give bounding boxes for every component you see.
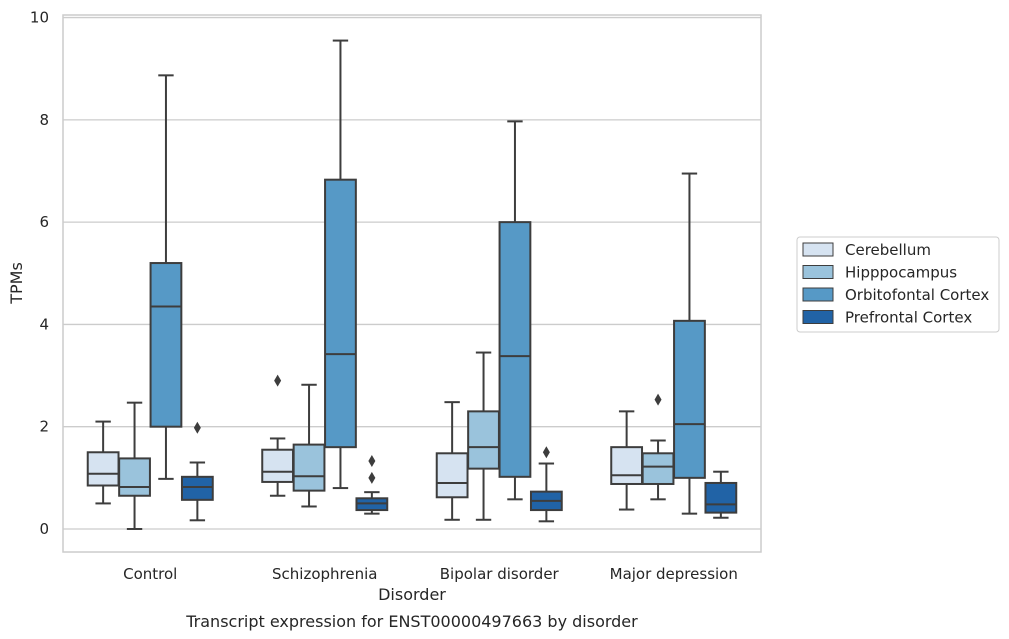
box-group — [324, 39, 357, 490]
box-group — [149, 74, 183, 480]
box-group — [467, 351, 500, 521]
box-group — [673, 172, 706, 515]
figure-caption: Transcript expression for ENST0000049766… — [185, 612, 638, 631]
legend-swatch — [802, 287, 834, 302]
x-tick-label: Major depression — [610, 565, 738, 583]
x-tick-labels: Control Schizophrenia Bipolar disorder Majo… — [123, 565, 738, 583]
legend-label: Prefrontal Cortex — [845, 309, 972, 327]
iqr-box — [149, 262, 183, 428]
box-group — [529, 446, 563, 523]
legend: Cerebellum Hipppocampus Orbitofontal Corte… — [796, 236, 1000, 333]
box-group — [704, 470, 738, 519]
x-tick-label: Bipolar disorder — [440, 565, 560, 583]
outlier-point — [193, 421, 201, 434]
legend-label: Orbitofontal Cortex — [845, 286, 989, 304]
iqr-box — [292, 443, 326, 492]
y-axis-label: TPMs — [7, 262, 26, 305]
legend-swatch — [802, 242, 834, 257]
outlier-point — [542, 446, 550, 459]
x-axis-label: Disorder — [378, 585, 446, 604]
iqr-box — [610, 446, 644, 485]
outlier-point — [274, 374, 282, 387]
y-tick-label: 4 — [39, 315, 49, 333]
box-group — [355, 454, 389, 515]
box-group — [261, 374, 295, 497]
iqr-box — [498, 221, 532, 478]
x-tick-label: Schizophrenia — [272, 565, 377, 583]
iqr-box — [641, 452, 675, 485]
y-tick-label: 0 — [39, 520, 49, 538]
legend-label: Hipppocampus — [845, 264, 957, 282]
y-tick-label: 2 — [39, 418, 49, 436]
box-group — [435, 401, 469, 521]
box-group — [292, 383, 326, 508]
iqr-box — [86, 451, 120, 487]
outlier-point — [368, 454, 376, 467]
iqr-box — [467, 410, 500, 470]
iqr-box — [118, 457, 151, 497]
iqr-box — [324, 178, 357, 449]
iqr-box — [673, 319, 706, 479]
box-group — [118, 401, 151, 530]
iqr-box — [435, 452, 469, 499]
box-group — [180, 421, 214, 522]
box-group — [86, 420, 120, 505]
y-tick-labels: 0 2 4 6 8 10 — [30, 9, 49, 538]
iqr-box — [261, 448, 295, 483]
outlier-point — [368, 471, 376, 484]
legend-frame — [796, 236, 1000, 333]
y-tick-label: 6 — [39, 213, 49, 231]
legend-label: Cerebellum — [845, 241, 931, 259]
legend-swatch — [802, 310, 834, 324]
box-group — [641, 393, 675, 501]
x-tick-label: Control — [123, 565, 177, 583]
y-tick-label: 10 — [30, 9, 49, 27]
outlier-point — [654, 393, 662, 406]
y-tick-label: 8 — [39, 111, 49, 129]
iqr-box — [180, 475, 214, 501]
iqr-box — [704, 481, 738, 514]
box-series — [86, 39, 738, 530]
box-group — [498, 120, 532, 501]
legend-swatch — [802, 265, 834, 279]
